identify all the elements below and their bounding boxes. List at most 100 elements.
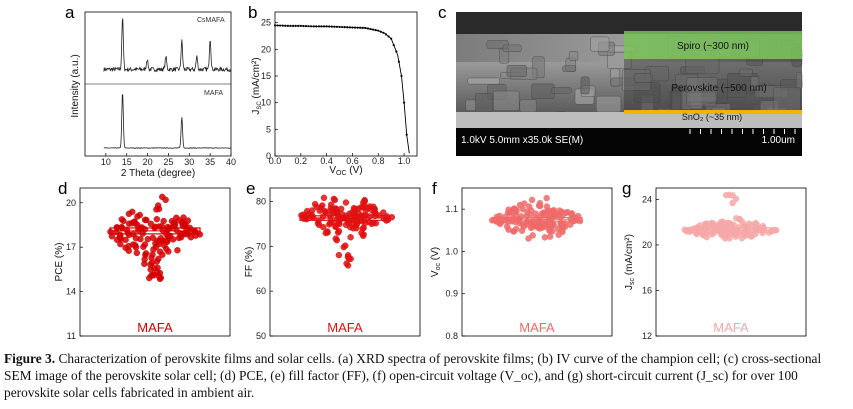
iv-point — [400, 74, 403, 78]
panel-c: Spiro (~300 nm) Perovskite (~500 nm) SnO… — [456, 12, 803, 156]
panel-e-point — [334, 216, 341, 223]
panel-d-point — [154, 264, 161, 272]
panel-d-point — [156, 240, 163, 248]
panel-d-point — [125, 220, 133, 227]
iv-point — [291, 24, 295, 27]
panel-g-point — [752, 230, 759, 238]
panel-a-xtick-label: 10 — [101, 157, 111, 167]
iv-point — [390, 37, 393, 40]
panel-b-ytick-label: 20 — [261, 44, 271, 54]
panel-g-point — [703, 223, 711, 230]
iv-point — [387, 35, 390, 38]
panel-a-xticks: 10 15 20 25 30 35 40 — [101, 153, 236, 167]
panel-e-point — [371, 212, 379, 220]
panel-e-point — [327, 214, 334, 222]
panel-g-ylabel: Jsc (mA/cm²) — [624, 234, 636, 290]
panel-f-point — [543, 203, 551, 210]
panel-a-xtick-label: 15 — [122, 157, 132, 167]
panel-f-point — [510, 205, 518, 213]
panel-d-point — [149, 234, 157, 242]
sem-grain — [580, 76, 590, 95]
panel-a-xtick-label: 20 — [143, 157, 153, 167]
panel-g-ylabel-sub: sc — [629, 277, 636, 285]
iv-point — [333, 25, 336, 28]
sno2-layer-overlay — [624, 110, 802, 114]
panel-f-point — [520, 223, 527, 230]
panel-e-point — [345, 219, 352, 226]
panel-d-point — [191, 228, 199, 235]
panel-g-point — [771, 227, 779, 234]
panel-f-point — [550, 221, 557, 229]
iv-point — [302, 24, 305, 28]
panel-b-ylabel: JSC (mA/cm²) — [251, 57, 263, 114]
sem-grain — [750, 76, 760, 90]
panel-b-xtick-label: 0.0 — [269, 156, 282, 166]
panel-g-ytick-label: 12 — [642, 331, 652, 341]
panel-b-xtick-label: 0.8 — [372, 156, 385, 166]
panel-d-point — [125, 210, 133, 218]
panel-d-point — [164, 223, 171, 231]
panel-f-point — [523, 212, 530, 220]
iv-point — [359, 26, 362, 29]
sem-grain — [686, 91, 717, 107]
panel-e-point — [308, 211, 316, 219]
panel-g-point — [735, 224, 742, 231]
iv-point — [273, 24, 277, 27]
panel-d-point — [153, 258, 160, 265]
panel-d-point — [136, 211, 143, 219]
panel-f: 0.8 0.9 1.0 1.1 — [445, 187, 613, 341]
panel-g-ytick-label: 16 — [642, 285, 652, 295]
panel-e-point — [346, 210, 353, 217]
xrd-trace-csmafa — [103, 18, 232, 73]
panel-g-point — [728, 221, 735, 229]
panel-e-point — [383, 217, 390, 224]
panel-b-xtick-label: 0.4 — [320, 156, 333, 166]
panel-g-point — [732, 233, 739, 240]
panel-b-ytick-label: 15 — [261, 71, 271, 81]
panel-f-ylabel-unit: (V) — [430, 247, 441, 263]
iv-point — [330, 25, 333, 28]
figure-canvas: a b c d e f g CsMAFA MAFA 10 15 20 25 30 35 40… — [54, 3, 807, 341]
panel-d-point — [118, 216, 126, 223]
xrd-label-mafa: MAFA — [204, 90, 223, 97]
panel-d-point — [156, 248, 164, 255]
panel-d-point — [147, 220, 155, 228]
iv-point — [276, 24, 279, 27]
panel-e-point — [340, 243, 347, 251]
sem-grain — [531, 83, 555, 99]
iv-point — [377, 29, 380, 32]
panel-g-ytick-label: 20 — [642, 240, 652, 250]
panel-a: CsMAFA MAFA 10 15 20 25 30 35 40 2 Theta (degr… — [70, 11, 236, 179]
iv-point — [346, 26, 349, 29]
iv-point — [284, 24, 287, 27]
panel-letter-g: g — [622, 179, 631, 198]
panel-d-point — [141, 260, 148, 268]
panel-letter-e: e — [246, 179, 255, 198]
iv-point — [356, 26, 359, 29]
panel-d-point — [157, 235, 165, 242]
panel-f-point — [536, 200, 544, 207]
panel-d-point — [113, 236, 121, 244]
panel-e-point — [315, 221, 323, 229]
iv-point — [353, 26, 357, 29]
panel-d-frame — [79, 187, 231, 337]
iv-point — [348, 26, 351, 29]
iv-point — [312, 25, 315, 28]
panel-e: 50 60 70 80 — [256, 187, 421, 341]
panel-e-point — [345, 255, 353, 262]
panel-f-ylabel-sub: oc — [435, 263, 442, 271]
panel-f-point — [516, 215, 523, 223]
iv-point — [405, 133, 408, 136]
panel-f-point — [541, 221, 549, 229]
iv-point — [289, 24, 292, 27]
iv-point — [397, 60, 401, 63]
iv-point — [317, 25, 320, 28]
panel-g-point — [738, 234, 746, 242]
panel-a-xtick-label: 35 — [205, 157, 215, 167]
iv-point — [374, 29, 377, 32]
spiro-layer-overlay — [624, 31, 802, 59]
panel-b-ytick-label: 0 — [266, 151, 271, 161]
panel-d-point — [123, 226, 130, 233]
iv-point — [382, 31, 385, 34]
panel-g-point — [736, 215, 743, 223]
